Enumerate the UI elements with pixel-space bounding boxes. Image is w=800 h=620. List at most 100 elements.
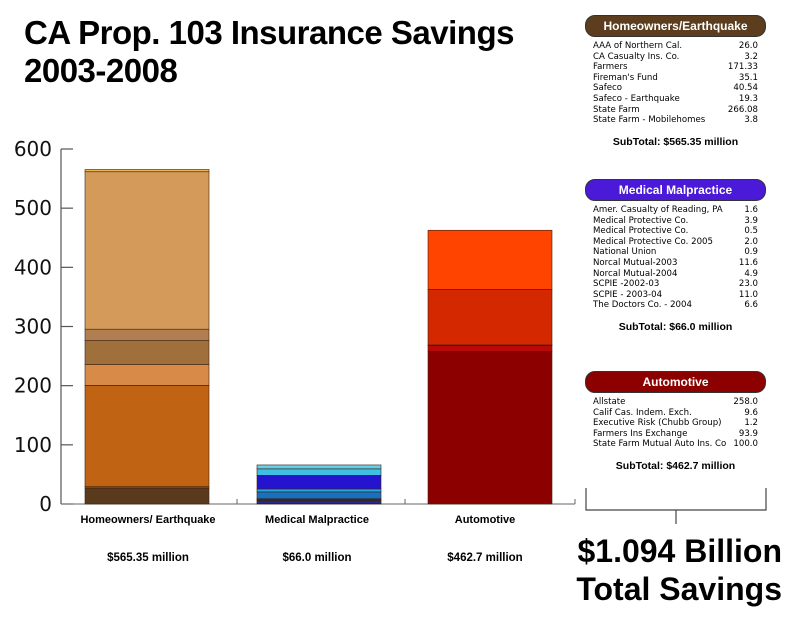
row-company: Medical Protective Co. 2005 [593,236,713,247]
y-tick-label-200: 200 [14,374,52,398]
panel-rows-automotive: Allstate 258.0 Calif Cas. Indem. Exch. 9.6 E… [593,397,758,450]
row-value: 1.6 [744,205,758,215]
row-value: 266.08 [727,104,758,115]
row-company: State Farm - Mobilehomes [593,115,706,126]
panel-row: Farmers Ins Exchange 93.9 [593,429,758,440]
row-company: State Farm Mutual Auto Ins. Co [593,439,727,450]
panel-row: Safeco - Earthquake 19.3 [593,94,758,105]
bar-segment-2-4 [427,229,553,290]
row-value: 11.6 [738,257,758,268]
bar-segment-0-3 [84,364,210,386]
panel-homeowners: Homeowners/Earthquake AAA of Northern Ca… [585,15,766,148]
x-label-homeowners-text: Homeowners/ Earthquake [80,514,216,526]
row-value: 40.54 [733,83,758,94]
panel-row: State Farm 266.08 [593,105,758,116]
bar-segment-1-6 [256,488,382,493]
y-tick-label-100: 100 [14,433,52,457]
panel-row: State Farm Mutual Auto Ins. Co 100.0 [593,439,758,450]
panel-row: Fireman's Fund 35.1 [593,73,758,84]
bar-segment-0-6 [84,171,210,330]
panel-row: Farmers 171.33 [593,62,758,73]
row-value: 258.0 [733,397,758,407]
row-value: 11.0 [738,289,758,300]
row-value: 35.1 [738,72,758,83]
row-company: National Union [593,247,657,258]
row-value: 100.0 [733,439,758,450]
x-label-medical: Medical Malpractice [265,514,369,526]
panel-row: The Doctors Co. - 2004 6.6 [593,300,758,311]
row-value: 93.9 [738,428,758,439]
row-value: 0.9 [744,247,758,258]
bar-segment-1-5 [256,491,382,500]
row-value: 171.33 [727,62,758,73]
row-value: 19.3 [738,93,758,104]
row-value: 23.0 [738,279,758,290]
panel-row: Medical Protective Co. 3.9 [593,216,758,227]
total-bracket [585,488,767,524]
row-value: 9.6 [744,407,758,418]
panel-subtotal-homeowners: SubTotal: $565.35 million [612,135,739,148]
row-company: Norcal Mutual-2003 [593,257,678,268]
total-label-homeowners: $565.35 million [107,552,189,564]
row-company: SCPIE -2002-03 [593,279,660,290]
row-company: Farmers Ins Exchange [593,428,688,439]
panel-header-medical: Medical Malpractice [585,179,766,201]
grand-total-amount: $1.094 Billion [577,533,782,569]
row-company: State Farm [593,104,640,115]
bar-segment-0-5 [84,328,210,341]
y-tick-label-500: 500 [14,196,52,220]
bar-segment-1-9 [256,464,382,470]
row-value: 3.2 [744,51,758,62]
panel-row: AAA of Northern Cal. 26.0 [593,41,758,52]
bar-segment-1-7 [256,475,382,490]
row-value: 4.9 [744,268,758,279]
row-company: Fireman's Fund [593,72,658,83]
panel-row: Medical Protective Co. 0.5 [593,226,758,237]
stacked-bar-chart: 0 100 200 300 400 500 600 [14,137,576,516]
total-label-automotive: $462.7 million [447,552,523,564]
row-company: CA Casualty Ins. Co. [593,51,680,62]
panel-rows-homeowners: AAA of Northern Cal. 26.0 CA Casualty Ins.… [593,41,758,126]
y-tick-label-600: 600 [14,137,52,161]
panel-automotive: Automotive Allstate 258.0 Calif Cas. Indem… [585,371,766,472]
row-company: The Doctors Co. - 2004 [593,300,692,311]
panel-header-automotive: Automotive [585,371,766,393]
panel-row: State Farm - Mobilehomes 3.8 [593,115,758,126]
bar-segment-1-8 [256,468,382,476]
row-value: 3.8 [744,115,758,126]
title-line-1: CA Prop. 103 Insurance Savings [24,14,514,51]
row-company: Allstate [593,397,626,407]
row-value: 2.0 [744,236,758,247]
bar-segment-0-0 [84,488,210,505]
row-company: Norcal Mutual-2004 [593,268,678,279]
grand-total: $1.094 Billion Total Savings [576,532,782,608]
row-company: Safeco [593,83,623,94]
row-value: 0.5 [744,226,758,237]
row-value: 1.2 [744,418,758,429]
panel-medical: Medical Malpractice Amer. Casualty of Re… [585,179,766,333]
y-tick-label-0: 0 [39,492,52,516]
row-company: Amer. Casualty of Reading, PA [593,205,723,215]
panel-row: Allstate 258.0 [593,397,758,408]
row-company: Executive Risk (Chubb Group) [593,418,722,429]
bar-segment-0-7 [84,169,210,173]
panel-row: Executive Risk (Chubb Group) 1.2 [593,418,758,429]
panel-row: Calif Cas. Indem. Exch. 9.6 [593,408,758,419]
panel-row: CA Casualty Ins. Co. 3.2 [593,52,758,63]
bar-segment-2-0 [427,351,553,505]
panel-row: Medical Protective Co. 2005 2.0 [593,237,758,248]
row-company: SCPIE - 2003-04 [593,289,663,300]
row-company: Safeco - Earthquake [593,93,680,104]
x-label-automotive: Automotive [454,514,516,526]
row-company: Calif Cas. Indem. Exch. [593,407,692,418]
panel-row: Norcal Mutual-2003 11.6 [593,258,758,269]
total-label-medical: $66.0 million [282,552,352,564]
panel-header-homeowners: Homeowners/Earthquake [585,15,766,37]
y-tick-label-400: 400 [14,255,52,279]
panel-row: Amer. Casualty of Reading, PA 1.6 [593,205,758,216]
title-line-2: 2003-2008 [24,52,178,89]
panel-subtotal-automotive: SubTotal: $462.7 million [615,459,736,472]
row-value: 3.9 [744,215,758,226]
chart-title: CA Prop. 103 Insurance Savings 2003-2008 [24,14,514,90]
grand-total-label: Total Savings [576,571,782,607]
